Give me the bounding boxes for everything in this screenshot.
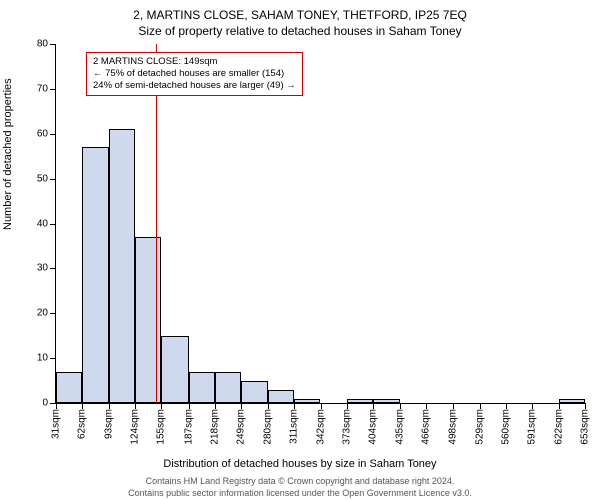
y-tick-label: 40 (37, 218, 48, 229)
x-tick-label: 498sqm (448, 409, 459, 445)
x-tick-label: 62sqm (77, 409, 88, 439)
callout-line-3: 24% of semi-detached houses are larger (… (93, 80, 296, 92)
x-tick-label: 529sqm (474, 409, 485, 445)
page-title-address: 2, MARTINS CLOSE, SAHAM TONEY, THETFORD,… (0, 8, 600, 22)
x-tick-label: 31sqm (51, 409, 62, 439)
histogram-bar (268, 390, 294, 403)
y-tick-label: 10 (37, 353, 48, 364)
x-tick-label: 124sqm (130, 409, 141, 445)
histogram-bar (373, 399, 399, 403)
y-tick (50, 358, 56, 359)
histogram-bar (109, 129, 135, 403)
y-tick (50, 313, 56, 314)
reference-line (156, 44, 157, 403)
histogram-bar (215, 372, 241, 403)
x-tick-label: 155sqm (156, 409, 167, 445)
page-title-description: Size of property relative to detached ho… (0, 24, 600, 38)
y-tick (50, 89, 56, 90)
y-tick-label: 60 (37, 128, 48, 139)
x-tick-label: 280sqm (262, 409, 273, 445)
x-tick-label: 373sqm (341, 409, 352, 445)
histogram-bar (82, 147, 108, 403)
footer-copyright-1: Contains HM Land Registry data © Crown c… (0, 476, 600, 486)
y-tick (50, 268, 56, 269)
x-tick-label: 218sqm (210, 409, 221, 445)
x-axis-label: Distribution of detached houses by size … (0, 458, 600, 470)
reference-callout: 2 MARTINS CLOSE: 149sqm ← 75% of detache… (86, 52, 303, 96)
x-tick-label: 466sqm (420, 409, 431, 445)
histogram-bar (559, 399, 585, 403)
x-tick-label: 93sqm (103, 409, 114, 439)
x-tick-label: 653sqm (580, 409, 591, 445)
x-tick-label: 404sqm (368, 409, 379, 445)
y-tick (50, 179, 56, 180)
y-tick (50, 44, 56, 45)
x-tick-label: 591sqm (527, 409, 538, 445)
histogram-bar (189, 372, 215, 403)
histogram-bar (294, 399, 320, 403)
y-tick (50, 134, 56, 135)
histogram-bar (347, 399, 373, 403)
x-tick-label: 435sqm (394, 409, 405, 445)
footer-copyright-2: Contains public sector information licen… (0, 488, 600, 498)
y-tick-label: 20 (37, 308, 48, 319)
callout-line-2: ← 75% of detached houses are smaller (15… (93, 68, 296, 80)
y-tick (50, 224, 56, 225)
y-axis-label: Number of detached properties (2, 78, 14, 230)
histogram-bar (241, 381, 267, 403)
histogram-bar (161, 336, 188, 403)
x-tick-label: 622sqm (553, 409, 564, 445)
y-tick-label: 0 (42, 398, 48, 409)
y-tick-label: 80 (37, 39, 48, 50)
histogram-plot: 2 MARTINS CLOSE: 149sqm ← 75% of detache… (55, 44, 585, 404)
x-tick-label: 187sqm (183, 409, 194, 445)
callout-line-1: 2 MARTINS CLOSE: 149sqm (93, 56, 296, 68)
y-tick-label: 30 (37, 263, 48, 274)
x-tick-label: 311sqm (289, 409, 300, 444)
x-tick-label: 560sqm (500, 409, 511, 445)
y-tick-label: 50 (37, 173, 48, 184)
histogram-bar (135, 237, 161, 403)
histogram-bar (56, 372, 82, 403)
y-tick-label: 70 (37, 83, 48, 94)
x-tick-label: 342sqm (315, 409, 326, 445)
x-tick-label: 249sqm (236, 409, 247, 445)
